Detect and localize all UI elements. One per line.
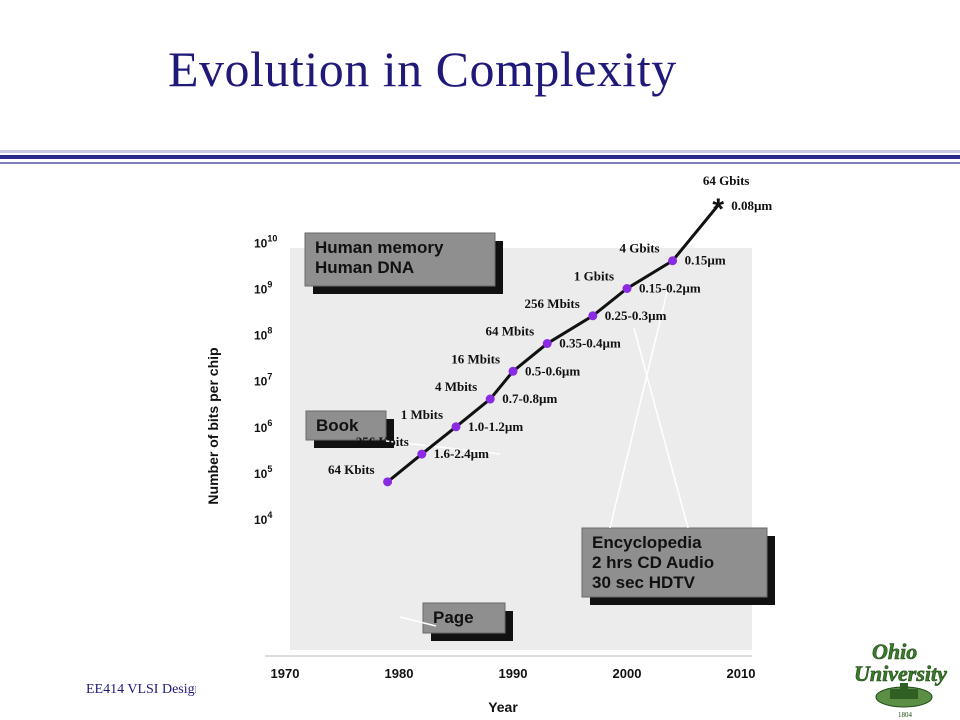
bits-label: 256 Kbits	[356, 434, 409, 449]
svg-text:1804: 1804	[898, 711, 913, 719]
annotation-text: Human memory	[315, 238, 444, 257]
annotation-text: Human DNA	[315, 258, 414, 277]
annotation-box	[305, 410, 387, 441]
svg-text:University: University	[854, 661, 947, 686]
bits-label: 1 Gbits	[574, 269, 614, 284]
annotation-box	[422, 602, 506, 634]
x-axis-label: Year	[488, 699, 518, 715]
data-point	[417, 449, 427, 459]
annotation-text: Book	[316, 416, 359, 435]
y-axis-label: Number of bits per chip	[205, 347, 221, 504]
ohio-university-logo: Ohio University 1804	[854, 639, 948, 719]
data-point	[668, 256, 678, 266]
annotation-box	[581, 527, 768, 598]
slide-title: Evolution in Complexity	[168, 41, 677, 97]
x-tick-label: 1980	[385, 666, 414, 681]
bits-label: 4 Gbits	[620, 241, 660, 256]
annotation-pointer	[399, 616, 437, 627]
x-tick-label: 2010	[727, 666, 756, 681]
y-tick-label: 106	[254, 418, 272, 435]
x-tick-label: 1970	[271, 666, 300, 681]
x-tick-label: 2000	[613, 666, 642, 681]
bits-label: 16 Mbits	[451, 351, 500, 366]
data-point	[542, 339, 552, 349]
title-rule-thick	[0, 155, 960, 159]
bits-label: 4 Mbits	[435, 379, 477, 394]
annotation-pointer	[385, 440, 501, 455]
y-tick-label: 104	[254, 510, 272, 527]
title-rule-thin	[0, 162, 960, 164]
data-point-star: *	[712, 193, 724, 226]
feature-size-label: 0.5-0.6µm	[525, 363, 580, 378]
x-tick-label: 1990	[499, 666, 528, 681]
feature-size-label: 0.7-0.8µm	[502, 391, 557, 406]
y-tick-label: 107	[254, 372, 272, 389]
feature-size-label: 1.6-2.4µm	[434, 446, 489, 461]
bits-label: 256 Mbits	[525, 296, 580, 311]
y-tick-label: 1010	[254, 233, 277, 250]
annotation-text: 2 hrs CD Audio	[592, 553, 714, 572]
feature-size-label: 0.15-0.2µm	[639, 281, 701, 296]
feature-size-label: 0.25-0.3µm	[605, 308, 667, 323]
svg-text:Ohio: Ohio	[872, 639, 917, 664]
y-tick-label: 105	[254, 464, 272, 481]
annotation-text: 30 sec HDTV	[592, 573, 696, 592]
feature-size-label: 1.0-1.2µm	[468, 419, 523, 434]
data-point	[622, 284, 632, 293]
data-point	[485, 394, 495, 404]
data-point	[451, 422, 461, 432]
bits-label: 64 Mbits	[485, 324, 534, 339]
data-point	[383, 477, 393, 487]
data-point	[588, 311, 598, 321]
data-point	[508, 366, 518, 376]
y-tick-label: 108	[254, 326, 272, 343]
series-line	[386, 204, 720, 483]
feature-size-label: 0.15µm	[685, 253, 726, 268]
bits-label: 1 Mbits	[401, 407, 443, 422]
feature-size-label: 0.35-0.4µm	[559, 336, 621, 351]
feature-size-label: 0.08µm	[731, 198, 772, 213]
title-rule	[0, 150, 960, 153]
bits-label: 64 Gbits	[703, 173, 750, 188]
annotation-text: Page	[433, 608, 474, 627]
footer-text: EE414 VLSI Design	[86, 682, 196, 697]
annotation-box	[304, 232, 496, 287]
annotation-text: Encyclopedia	[592, 533, 702, 552]
annotation-pointer	[633, 327, 689, 529]
y-tick-label: 109	[254, 280, 272, 297]
annotation-pointer	[609, 287, 669, 529]
bits-label: 64 Kbits	[328, 462, 375, 477]
